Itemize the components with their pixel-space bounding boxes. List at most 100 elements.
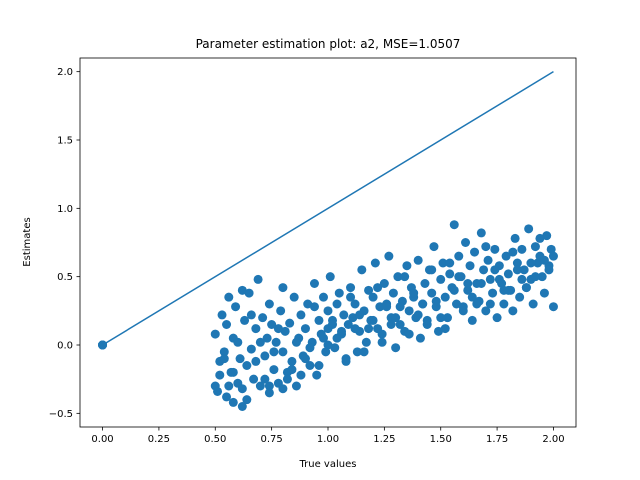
data-point — [337, 326, 347, 336]
data-point — [436, 313, 446, 323]
data-point — [364, 285, 374, 295]
data-point — [508, 306, 518, 316]
data-point — [98, 340, 108, 350]
data-point — [213, 386, 223, 396]
data-point — [328, 320, 338, 329]
data-point — [373, 283, 383, 293]
data-point — [488, 288, 498, 298]
data-point — [296, 310, 306, 320]
y-tick-label: −0.5 — [49, 409, 73, 420]
data-point — [404, 329, 414, 339]
data-point — [465, 261, 475, 271]
data-point — [255, 337, 265, 347]
data-point — [334, 288, 344, 298]
data-point — [454, 272, 464, 282]
data-point — [515, 292, 525, 302]
data-point — [264, 388, 274, 398]
data-point — [499, 285, 509, 295]
data-point — [309, 279, 319, 288]
data-point — [348, 313, 358, 323]
data-point — [449, 220, 459, 230]
data-point — [222, 392, 232, 402]
data-point — [222, 320, 232, 329]
data-point — [237, 285, 247, 295]
data-point — [395, 320, 405, 329]
x-tick-label: 1.25 — [373, 434, 395, 445]
data-point — [269, 347, 279, 357]
data-point — [323, 306, 333, 316]
data-point — [476, 228, 486, 238]
data-point — [386, 320, 396, 329]
data-point — [440, 292, 450, 302]
data-point — [539, 288, 549, 298]
data-point — [246, 310, 256, 320]
data-point — [258, 313, 268, 323]
plot-area — [98, 71, 558, 411]
data-point — [368, 315, 378, 325]
data-point — [485, 274, 495, 284]
y-axis-label: Estimates — [22, 217, 33, 266]
data-point — [361, 337, 371, 347]
data-point — [300, 354, 310, 364]
data-point — [332, 299, 342, 309]
data-point — [461, 238, 471, 247]
x-tick-label: 0.50 — [204, 434, 226, 445]
data-point — [350, 324, 360, 334]
data-point — [352, 347, 362, 357]
data-point — [219, 354, 229, 364]
data-point — [323, 340, 333, 350]
data-point — [490, 244, 500, 254]
data-point — [233, 337, 243, 347]
data-point — [318, 292, 328, 302]
data-points — [98, 220, 558, 411]
data-point — [219, 347, 229, 357]
x-tick-label: 2.00 — [542, 434, 564, 445]
data-point — [242, 395, 252, 405]
data-point — [544, 265, 554, 275]
data-point — [519, 265, 529, 275]
data-point — [427, 265, 437, 275]
data-point — [521, 283, 531, 293]
data-point — [287, 356, 297, 366]
data-point — [510, 233, 520, 243]
data-point — [490, 265, 500, 275]
data-point — [393, 272, 403, 282]
data-point — [253, 274, 263, 284]
data-point — [499, 299, 509, 309]
data-point — [530, 272, 540, 282]
data-point — [278, 347, 288, 357]
x-tick-label: 0.75 — [261, 434, 283, 445]
data-point — [251, 356, 261, 366]
data-point — [512, 265, 522, 275]
data-point — [404, 306, 414, 316]
x-axis-ticks: 0.00 0.25 0.50 0.75 1.00 1.25 1.50 1.75 2.00 — [91, 427, 565, 445]
identity-line — [102, 71, 554, 346]
data-point — [542, 231, 552, 241]
data-point — [483, 255, 493, 265]
data-point — [251, 324, 261, 334]
data-point — [485, 299, 495, 309]
data-point — [420, 279, 430, 288]
data-point — [535, 233, 545, 243]
data-point — [384, 251, 394, 261]
data-point — [512, 258, 522, 268]
data-point — [467, 315, 477, 325]
data-point — [530, 242, 540, 252]
data-point — [260, 374, 270, 384]
chart-title: Parameter estimation plot: a2, MSE=1.050… — [196, 37, 461, 51]
y-tick-label: 0.5 — [57, 272, 73, 283]
data-point — [415, 333, 425, 343]
data-point — [291, 337, 301, 347]
data-point — [388, 288, 398, 298]
data-point — [325, 272, 335, 282]
data-point — [391, 343, 401, 353]
data-point — [413, 255, 423, 265]
data-point — [285, 318, 295, 328]
x-tick-label: 1.50 — [430, 434, 452, 445]
data-point — [237, 402, 247, 411]
data-point — [463, 285, 473, 295]
data-point — [314, 315, 324, 325]
data-point — [454, 251, 464, 261]
data-point — [364, 324, 374, 334]
